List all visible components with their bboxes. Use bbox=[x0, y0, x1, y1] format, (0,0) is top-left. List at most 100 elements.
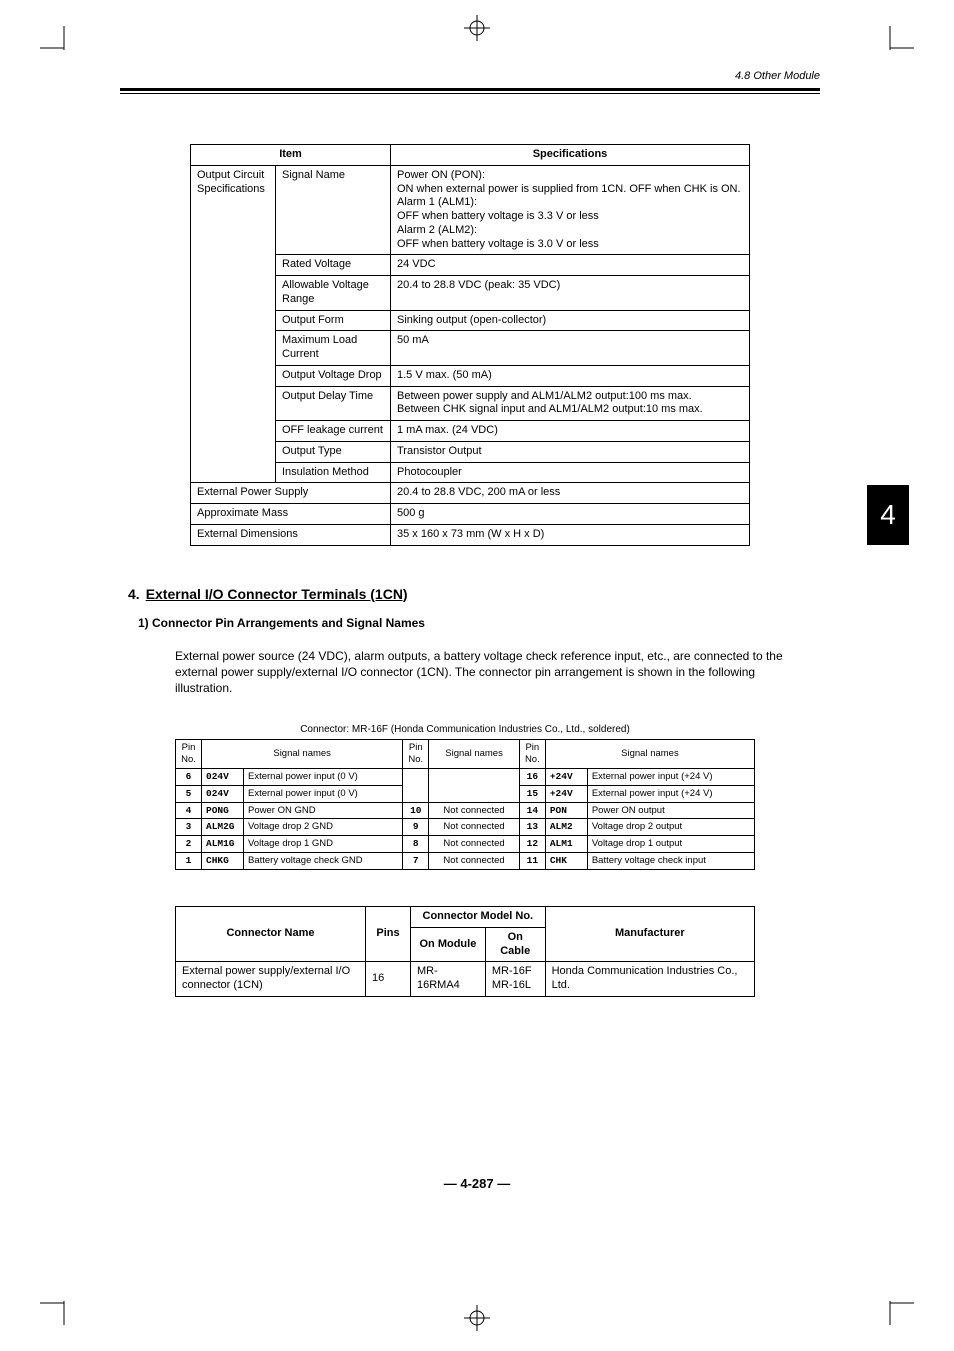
pin-header: Pin No. bbox=[176, 740, 202, 769]
conn-on-module: MR-16RMA4 bbox=[411, 962, 486, 997]
conn-header: Connector Name bbox=[176, 907, 366, 962]
spec-value: 50 mA bbox=[391, 331, 750, 366]
conn-mfr: Honda Communication Industries Co., Ltd. bbox=[545, 962, 754, 997]
pin-sig: PONG bbox=[202, 802, 244, 819]
pin-header: Pin No. bbox=[403, 740, 429, 769]
crop-mark-tr bbox=[884, 20, 914, 50]
pin-no: 11 bbox=[519, 853, 545, 870]
pin-table-caption: Connector: MR-16F (Honda Communication I… bbox=[175, 724, 755, 735]
spec-value: 1.5 V max. (50 mA) bbox=[391, 365, 750, 386]
pin-name: External power input (0 V) bbox=[244, 768, 403, 785]
spec-item: Rated Voltage bbox=[276, 255, 391, 276]
pin-no: 15 bbox=[519, 785, 545, 802]
pin-sig: CHKG bbox=[202, 853, 244, 870]
spec-value: 24 VDC bbox=[391, 255, 750, 276]
pin-no: 1 bbox=[176, 853, 202, 870]
conn-pins: 16 bbox=[366, 962, 411, 997]
spec-value: 500 g bbox=[391, 504, 750, 525]
chapter-tab: 4 bbox=[867, 485, 909, 545]
pin-name: Voltage drop 2 output bbox=[587, 819, 754, 836]
spec-item: Output Form bbox=[276, 310, 391, 331]
conn-on-cable: MR-16F MR-16L bbox=[485, 962, 545, 997]
spec-value: 35 x 160 x 73 mm (W x H x D) bbox=[391, 524, 750, 545]
conn-header: Pins bbox=[366, 907, 411, 962]
spec-value: Transistor Output bbox=[391, 441, 750, 462]
spec-value: Photocoupler bbox=[391, 462, 750, 483]
pin-name: Not connected bbox=[429, 836, 520, 853]
pin-sig: +24V bbox=[545, 785, 587, 802]
pin-no: 8 bbox=[403, 836, 429, 853]
pin-no: 2 bbox=[176, 836, 202, 853]
spec-item: OFF leakage current bbox=[276, 421, 391, 442]
registration-mark-top bbox=[464, 15, 490, 46]
pin-header: Signal names bbox=[429, 740, 520, 769]
page-number: — 4-287 — bbox=[444, 1176, 510, 1191]
pin-no: 12 bbox=[519, 836, 545, 853]
pin-header: Signal names bbox=[202, 740, 403, 769]
pin-sig: ALM1G bbox=[202, 836, 244, 853]
spec-item: Output Delay Time bbox=[276, 386, 391, 421]
spec-item: Output Type bbox=[276, 441, 391, 462]
pin-name: External power input (+24 V) bbox=[587, 785, 754, 802]
spec-value: Sinking output (open-collector) bbox=[391, 310, 750, 331]
pin-sig: ALM1 bbox=[545, 836, 587, 853]
spec-item: Output Voltage Drop bbox=[276, 365, 391, 386]
pin-name: External power input (+24 V) bbox=[587, 768, 754, 785]
pin-name: Not connected bbox=[429, 853, 520, 870]
conn-name: External power supply/external I/O conne… bbox=[176, 962, 366, 997]
pin-no: 9 bbox=[403, 819, 429, 836]
spec-item: External Power Supply bbox=[191, 483, 391, 504]
crop-mark-tl bbox=[40, 20, 70, 50]
spec-group-label: Output Circuit Specifications bbox=[191, 165, 276, 483]
pin-header: Signal names bbox=[545, 740, 754, 769]
spec-value: 20.4 to 28.8 VDC, 200 mA or less bbox=[391, 483, 750, 504]
pin-arrangement-table: Pin No. Signal names Pin No. Signal name… bbox=[175, 739, 755, 870]
pin-no: 14 bbox=[519, 802, 545, 819]
pin-sig: ALM2 bbox=[545, 819, 587, 836]
pin-no: 13 bbox=[519, 819, 545, 836]
pin-no: 5 bbox=[176, 785, 202, 802]
pin-name: Voltage drop 1 output bbox=[587, 836, 754, 853]
spec-item: Signal Name bbox=[276, 165, 391, 255]
spec-value: 20.4 to 28.8 VDC (peak: 35 VDC) bbox=[391, 276, 750, 311]
pin-no: 7 bbox=[403, 853, 429, 870]
pin-header: Pin No. bbox=[519, 740, 545, 769]
section-paragraph: External power source (24 VDC), alarm ou… bbox=[175, 648, 810, 697]
crop-mark-br bbox=[884, 1301, 914, 1331]
pin-sig: 024V bbox=[202, 785, 244, 802]
pin-name: Power ON output bbox=[587, 802, 754, 819]
section-heading: 4.External I/O Connector Terminals (1CN) bbox=[128, 586, 820, 602]
pin-sig: ALM2G bbox=[202, 819, 244, 836]
specifications-table: Item Specifications Output Circuit Speci… bbox=[190, 144, 750, 546]
connector-model-table: Connector Name Pins Connector Model No. … bbox=[175, 906, 755, 997]
pin-no: 10 bbox=[403, 802, 429, 819]
spec-value: 1 mA max. (24 VDC) bbox=[391, 421, 750, 442]
section-title-text: External I/O Connector Terminals (1CN) bbox=[146, 586, 408, 602]
pin-no: 16 bbox=[519, 768, 545, 785]
header-rule bbox=[120, 88, 820, 94]
spec-header-spec: Specifications bbox=[391, 145, 750, 166]
subsection-number: 1) bbox=[138, 616, 149, 630]
pin-name: Voltage drop 2 GND bbox=[244, 819, 403, 836]
spec-item: External Dimensions bbox=[191, 524, 391, 545]
pin-name: Battery voltage check input bbox=[587, 853, 754, 870]
running-head: 4.8 Other Module bbox=[120, 70, 820, 82]
subsection-title: Connector Pin Arrangements and Signal Na… bbox=[152, 616, 425, 630]
spec-value: Between power supply and ALM1/ALM2 outpu… bbox=[391, 386, 750, 421]
pin-name: Not connected bbox=[429, 802, 520, 819]
pin-sig: CHK bbox=[545, 853, 587, 870]
pin-name: Voltage drop 1 GND bbox=[244, 836, 403, 853]
pin-no: 3 bbox=[176, 819, 202, 836]
pin-name: Not connected bbox=[429, 819, 520, 836]
spec-item: Approximate Mass bbox=[191, 504, 391, 525]
pin-name: Power ON GND bbox=[244, 802, 403, 819]
spec-item: Allowable Voltage Range bbox=[276, 276, 391, 311]
crop-mark-bl bbox=[40, 1301, 70, 1331]
conn-header: Connector Model No. bbox=[411, 907, 546, 928]
registration-mark-bottom bbox=[464, 1305, 490, 1336]
spec-item: Insulation Method bbox=[276, 462, 391, 483]
pin-name: Battery voltage check GND bbox=[244, 853, 403, 870]
spec-value: Power ON (PON): ON when external power i… bbox=[391, 165, 750, 255]
subsection-heading: 1) Connector Pin Arrangements and Signal… bbox=[138, 616, 820, 630]
pin-name: External power input (0 V) bbox=[244, 785, 403, 802]
